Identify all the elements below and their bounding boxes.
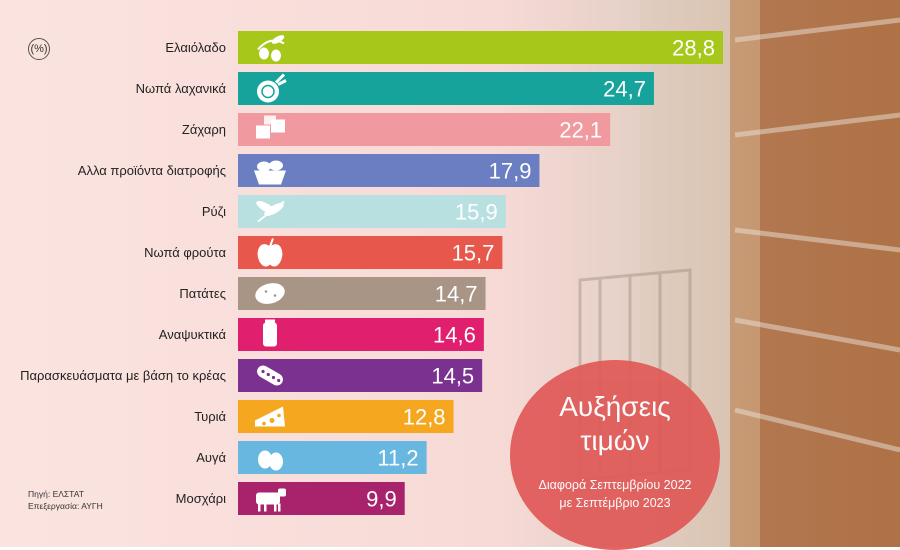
category-label: Ρύζι [202,204,226,219]
olive-icon [257,35,285,62]
bar [238,113,611,146]
bar [238,318,484,351]
value-label: 14,7 [435,282,478,307]
chart-subtitle-line2: με Σεπτέμβριο 2023 [559,496,671,510]
eggs-icon [258,450,283,471]
rice-icon [256,200,285,223]
bread-basket-icon [254,160,286,185]
category-label: Ζάχαρη [182,122,226,137]
value-label: 28,8 [672,36,715,61]
value-label: 12,8 [403,405,446,430]
source-note: Πηγή: ΕΛΣΤΑΤ Επεξεργασία: ΑΥΓΗ [28,488,103,512]
category-label: Αναψυκτικά [159,327,227,342]
credit-line: Επεξεργασία: ΑΥΓΗ [28,501,103,511]
unit-label: (%) [28,38,50,60]
category-label: Αλλα προϊόντα διατροφής [78,163,226,178]
chart-title-line2: τιμών [580,425,650,456]
category-label: Μοσχάρι [176,491,226,506]
category-label: Νωπά λαχανικά [136,81,227,96]
potato-icon [255,283,285,304]
title-bubble: Αυξήσεις τιμών Διαφορά Σεπτεμβρίου 2022 … [510,360,720,550]
category-label: Ελαιόλαδο [165,40,226,55]
category-label: Πατάτες [179,286,226,301]
sugar-cubes-icon [256,115,285,139]
cheese-icon [255,406,285,427]
value-label: 24,7 [603,77,646,102]
value-label: 11,2 [377,446,418,471]
soda-can-icon [263,319,277,347]
bar [238,31,723,64]
category-label: Παρασκευάσματα με βάση το κρέας [20,368,226,383]
category-label: Αυγά [196,450,226,465]
apple-icon [257,238,283,267]
source-line: Πηγή: ΕΛΣΤΑΤ [28,489,84,499]
category-label: Τυριά [194,409,226,424]
chart-title-line1: Αυξήσεις [559,391,671,422]
sausage-icon [257,365,283,386]
cow-icon [256,488,286,512]
bar [238,195,506,228]
value-label: 15,9 [455,200,498,225]
category-label: Νωπά φρούτα [144,245,226,260]
bar [238,154,540,187]
value-label: 15,7 [452,241,495,266]
value-label: 14,5 [431,364,474,389]
value-label: 22,1 [559,118,602,143]
chart-subtitle-line1: Διαφορά Σεπτεμβρίου 2022 [538,478,692,492]
beet-icon [257,73,287,103]
value-label: 9,9 [366,487,397,512]
bar [238,72,654,105]
value-label: 17,9 [489,159,532,184]
value-label: 14,6 [433,323,476,348]
